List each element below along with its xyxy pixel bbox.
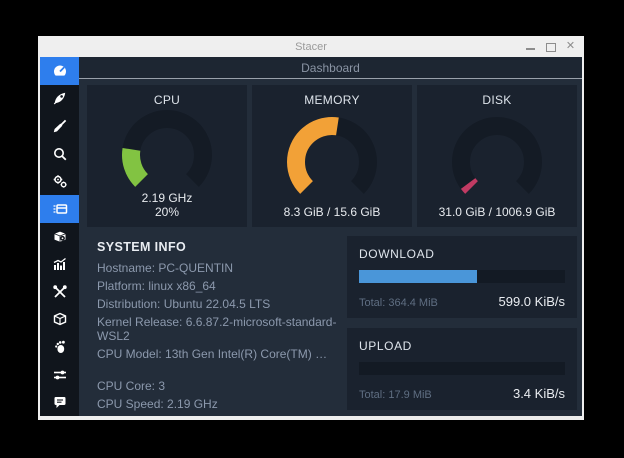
memory-values: 8.3 GiB / 15.6 GiB: [283, 205, 381, 219]
download-speed: 599.0 KiB/s: [498, 294, 566, 309]
sidebar-item-dashboard[interactable]: [40, 57, 79, 85]
sidebar-item-helpers[interactable]: [40, 278, 79, 306]
cpu-card-title: CPU: [153, 93, 181, 107]
sidebar-item-gnome-settings[interactable]: [40, 333, 79, 361]
broom-icon: [53, 119, 66, 133]
upload-progress-track: [359, 362, 565, 375]
memory-card-title: MEMORY: [304, 93, 360, 107]
memory-card: MEMORY 8.3 GiB / 15.6 GiB: [252, 85, 412, 227]
maximize-button[interactable]: [545, 41, 556, 52]
resources-icon: [53, 258, 66, 271]
system-info-title: SYSTEM INFO: [97, 240, 187, 254]
sidebar-item-feedback[interactable]: [40, 388, 79, 416]
download-progress-track: [359, 270, 565, 283]
sidebar-item-processes[interactable]: [40, 195, 79, 223]
sidebar-item-resources[interactable]: [40, 250, 79, 278]
dashboard-content: CPU 2.19 GHz 20% MEMORY: [79, 79, 582, 416]
download-progress-fill: [359, 270, 478, 283]
window-title: Stacer: [295, 40, 327, 53]
page-title: Dashboard: [301, 60, 360, 75]
download-total: Total: 364.4 MiB: [359, 297, 438, 309]
upload-total: Total: 17.9 MiB: [359, 389, 432, 401]
sidebar-item-search[interactable]: [40, 140, 79, 168]
sidebar-item-startup-apps[interactable]: [40, 85, 79, 113]
window-controls: ✕: [525, 36, 576, 57]
sidebar-item-system-cleaner[interactable]: [40, 112, 79, 140]
sidebar: [40, 57, 79, 416]
system-info-panel: SYSTEM INFO Hostname: PC-QUENTIN Platform…: [87, 236, 339, 411]
download-title: DOWNLOAD: [359, 247, 435, 261]
sidebar-item-services[interactable]: [40, 167, 79, 195]
cpu-values: 2.19 GHz 20%: [141, 191, 193, 219]
page-header: Dashboard: [79, 57, 582, 79]
download-card: DOWNLOAD Total: 364.4 MiB 599.0 KiB/s: [347, 236, 577, 318]
title-bar[interactable]: Stacer ✕: [40, 36, 582, 57]
processes-icon: [53, 204, 67, 214]
tools-icon: [52, 284, 67, 298]
cpu-card: CPU 2.19 GHz 20%: [87, 85, 247, 227]
disk-values: 31.0 GiB / 1006.9 GiB: [438, 205, 556, 219]
disk-card-title: DISK: [482, 93, 512, 107]
search-icon: [53, 147, 66, 161]
sidebar-item-settings[interactable]: [40, 361, 79, 389]
upload-title: UPLOAD: [359, 339, 412, 353]
feedback-icon: [54, 397, 65, 409]
gears-icon: [53, 175, 67, 188]
close-button[interactable]: ✕: [565, 40, 576, 52]
minimize-button[interactable]: [525, 41, 536, 52]
upload-card: UPLOAD Total: 17.9 MiB 3.4 KiB/s: [347, 328, 577, 410]
sidebar-item-apt-repository[interactable]: [40, 305, 79, 333]
memory-gauge: [287, 117, 377, 198]
cpu-gauge: [122, 110, 212, 191]
rocket-icon: [53, 93, 65, 105]
uninstaller-icon: [53, 232, 66, 243]
package-icon: [53, 313, 66, 326]
speedometer-icon: [52, 65, 67, 79]
system-info-lines: Hostname: PC-QUENTIN Platform: linux x86_…: [97, 261, 337, 411]
disk-gauge: [452, 117, 542, 198]
sliders-icon: [53, 370, 66, 379]
stacer-window: Stacer ✕: [38, 36, 584, 420]
upload-speed: 3.4 KiB/s: [512, 386, 565, 401]
gnome-foot-icon: [54, 340, 65, 353]
disk-card: DISK 31.0 GiB / 1006.9 GiB: [417, 85, 577, 227]
sidebar-item-uninstaller[interactable]: [40, 223, 79, 251]
